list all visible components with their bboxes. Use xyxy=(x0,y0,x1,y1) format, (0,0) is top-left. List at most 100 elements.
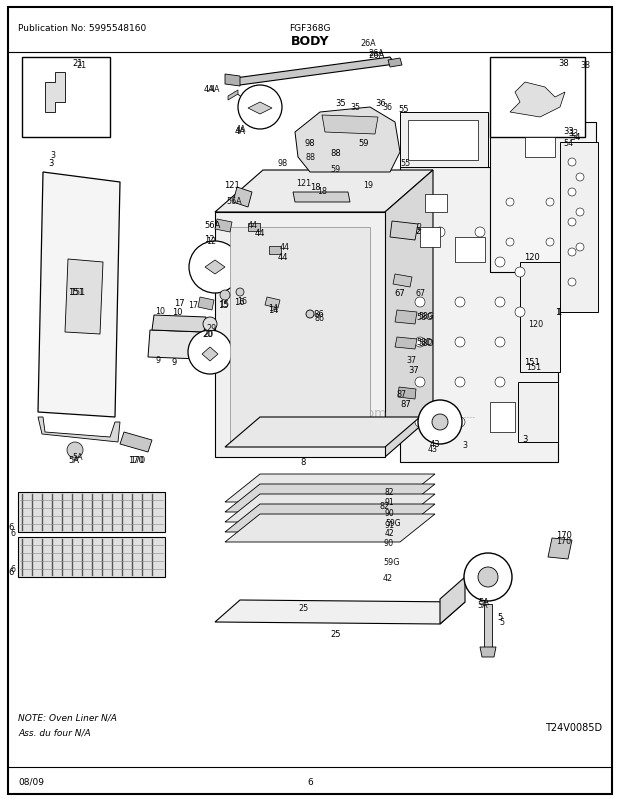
Text: 54: 54 xyxy=(570,133,580,142)
Polygon shape xyxy=(480,647,496,657)
Circle shape xyxy=(568,249,576,257)
Text: 15: 15 xyxy=(218,301,229,310)
Text: 12: 12 xyxy=(206,237,216,246)
Text: Ass. du four N/A: Ass. du four N/A xyxy=(18,727,91,736)
Circle shape xyxy=(464,553,512,602)
Circle shape xyxy=(432,415,448,431)
Polygon shape xyxy=(198,298,214,310)
Text: 88: 88 xyxy=(330,148,341,157)
Text: 151: 151 xyxy=(524,358,540,367)
Circle shape xyxy=(455,298,465,308)
Text: 9: 9 xyxy=(172,358,177,367)
Text: 98: 98 xyxy=(278,158,288,168)
Text: 14: 14 xyxy=(268,306,278,315)
Circle shape xyxy=(220,290,230,301)
Text: 58G: 58G xyxy=(416,313,432,322)
Circle shape xyxy=(506,199,514,207)
Text: 5A: 5A xyxy=(477,601,487,610)
Bar xyxy=(518,383,558,443)
Text: 17: 17 xyxy=(174,299,185,308)
Text: 88: 88 xyxy=(306,153,316,162)
Polygon shape xyxy=(205,261,225,274)
Text: 16: 16 xyxy=(237,297,247,306)
Text: BODY: BODY xyxy=(291,35,329,48)
Circle shape xyxy=(515,268,525,277)
Polygon shape xyxy=(395,338,417,350)
Text: 6: 6 xyxy=(10,565,15,573)
Text: 170: 170 xyxy=(556,536,571,545)
Circle shape xyxy=(415,338,425,347)
Text: 170: 170 xyxy=(130,456,145,465)
Polygon shape xyxy=(120,432,152,452)
Text: 4A: 4A xyxy=(235,127,246,136)
Text: 25: 25 xyxy=(330,630,340,638)
Text: 82: 82 xyxy=(380,502,390,511)
Text: 170: 170 xyxy=(128,456,144,465)
Text: 21: 21 xyxy=(72,59,82,67)
Text: 33: 33 xyxy=(563,127,574,136)
Bar xyxy=(490,403,515,432)
Text: 2: 2 xyxy=(416,223,421,233)
Text: 14: 14 xyxy=(268,304,278,313)
Bar xyxy=(525,138,555,158)
Text: 44: 44 xyxy=(248,221,258,229)
Text: 4A: 4A xyxy=(204,85,215,95)
Text: 90: 90 xyxy=(385,508,395,516)
Text: 37: 37 xyxy=(406,356,416,365)
Circle shape xyxy=(568,159,576,167)
Polygon shape xyxy=(322,115,378,135)
Text: 1: 1 xyxy=(555,308,560,317)
Text: 25: 25 xyxy=(298,604,308,613)
Text: 20: 20 xyxy=(202,330,213,339)
Text: 55: 55 xyxy=(400,158,410,168)
Text: 26A: 26A xyxy=(360,38,376,47)
Text: 3: 3 xyxy=(48,158,53,168)
Text: 120: 120 xyxy=(524,253,540,262)
Polygon shape xyxy=(225,418,420,448)
Text: 08/09: 08/09 xyxy=(18,776,44,786)
Text: Publication No: 5995548160: Publication No: 5995548160 xyxy=(18,23,146,33)
Text: 6: 6 xyxy=(8,523,14,532)
Polygon shape xyxy=(390,221,418,241)
Circle shape xyxy=(576,174,584,182)
Text: 5A: 5A xyxy=(68,456,79,465)
Circle shape xyxy=(506,239,514,247)
Bar xyxy=(230,228,370,443)
Bar xyxy=(425,195,447,213)
Text: 12: 12 xyxy=(204,235,215,244)
Text: 1: 1 xyxy=(556,308,561,317)
Polygon shape xyxy=(38,172,120,418)
Polygon shape xyxy=(293,192,350,203)
Text: 87: 87 xyxy=(397,390,407,399)
Text: 82: 82 xyxy=(385,488,394,497)
Text: 3: 3 xyxy=(50,152,55,160)
Polygon shape xyxy=(18,537,165,577)
Text: 86: 86 xyxy=(313,310,324,319)
Polygon shape xyxy=(225,475,435,502)
Polygon shape xyxy=(490,123,596,273)
Text: 121: 121 xyxy=(224,181,240,190)
Bar xyxy=(400,113,488,168)
Text: NOTE: Oven Liner N/A: NOTE: Oven Liner N/A xyxy=(18,713,117,722)
Polygon shape xyxy=(225,494,435,522)
Text: 8: 8 xyxy=(300,458,306,467)
Circle shape xyxy=(236,289,244,297)
Text: 35: 35 xyxy=(335,99,345,107)
Text: 26A: 26A xyxy=(368,51,384,59)
Text: 59G: 59G xyxy=(385,518,401,527)
Bar xyxy=(420,228,440,248)
Text: 33: 33 xyxy=(568,128,578,137)
Polygon shape xyxy=(18,492,165,533)
Polygon shape xyxy=(202,347,218,362)
Text: 151: 151 xyxy=(526,363,541,372)
Circle shape xyxy=(306,310,314,318)
Text: 91: 91 xyxy=(385,498,394,507)
Polygon shape xyxy=(152,316,206,333)
Circle shape xyxy=(515,308,525,318)
Text: 10: 10 xyxy=(155,307,165,316)
Text: 90: 90 xyxy=(384,539,394,548)
Circle shape xyxy=(568,278,576,286)
Circle shape xyxy=(238,86,282,130)
Circle shape xyxy=(478,567,498,587)
Text: 43: 43 xyxy=(430,440,441,449)
